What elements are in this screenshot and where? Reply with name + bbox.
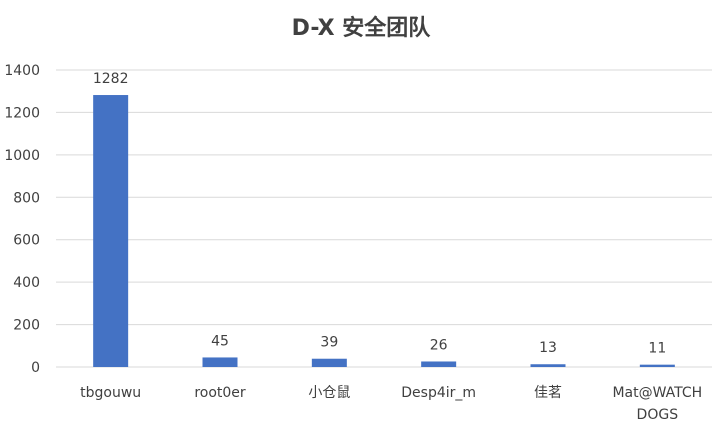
y-tick-label: 0 — [31, 360, 40, 376]
x-tick-label-line: DOGS — [637, 407, 679, 423]
y-tick-label: 600 — [13, 233, 40, 249]
y-tick-label: 400 — [13, 275, 40, 291]
x-tick-label-line: Mat@WATCH — [612, 385, 702, 401]
x-tick-label: root0er — [194, 385, 246, 401]
bar — [639, 364, 675, 367]
data-label: 39 — [320, 335, 338, 351]
x-tick-label: Desp4ir_m — [401, 385, 476, 401]
chart-title: D-X 安全团队 — [291, 16, 431, 41]
x-tick-label: tbgouwu — [80, 385, 141, 401]
x-tick-label-line: 佳茗 — [534, 385, 562, 401]
bar — [93, 95, 129, 367]
x-tick-label: 小仓鼠 — [308, 385, 350, 401]
data-label: 45 — [211, 333, 229, 349]
x-tick-label-line: Desp4ir_m — [401, 385, 476, 401]
bar — [421, 361, 457, 367]
data-label: 1282 — [93, 71, 129, 87]
x-tick-label-line: root0er — [194, 385, 246, 401]
x-tick-label: Mat@WATCH DOGS — [612, 385, 702, 423]
x-tick-label: 佳茗 — [534, 385, 562, 401]
y-tick-label: 200 — [13, 318, 40, 334]
data-label: 11 — [648, 341, 666, 357]
data-label: 13 — [539, 340, 557, 356]
y-tick-label: 1400 — [4, 63, 40, 79]
data-label: 26 — [430, 337, 448, 353]
y-tick-label: 1000 — [4, 148, 40, 164]
bar — [530, 364, 566, 367]
bar — [202, 357, 238, 367]
bar — [311, 358, 347, 367]
y-tick-label: 1200 — [4, 105, 40, 121]
x-tick-label-line: 小仓鼠 — [308, 385, 350, 401]
y-tick-label: 800 — [13, 190, 40, 206]
x-tick-label-line: tbgouwu — [80, 385, 141, 401]
